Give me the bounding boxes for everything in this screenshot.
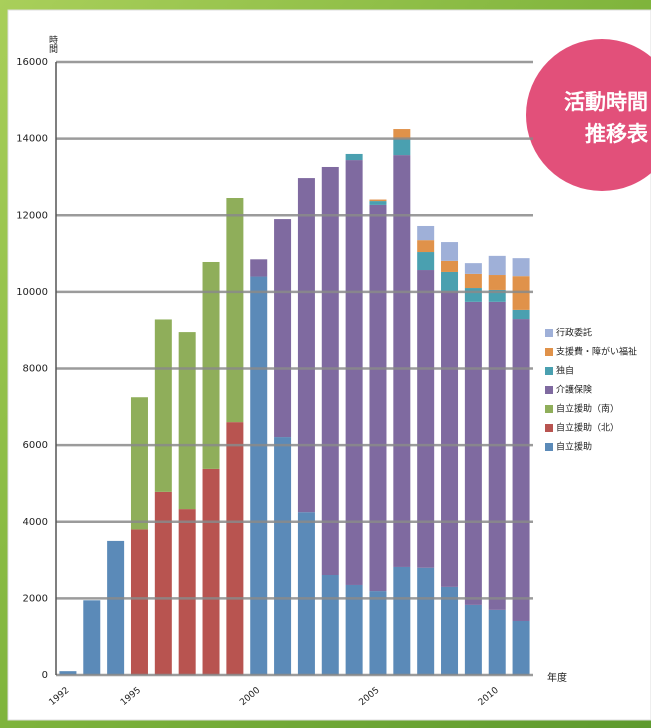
legend-swatch [545,367,553,375]
bar-segment [441,586,459,675]
bar-segment [274,219,292,438]
bar-segment [345,584,363,675]
bar-segment [512,258,530,277]
bar-segment [345,153,363,161]
bar-segment [417,240,435,253]
bar-segment [417,225,435,241]
bar-segment [59,671,77,675]
bar-segment [488,301,506,610]
bar-segment [488,609,506,675]
bar-segment [202,261,220,469]
legend-label: 自立援助（南） [556,403,619,415]
bar-segment [345,160,363,585]
bar-segment [130,529,148,675]
y-tick-label: 4000 [23,517,48,528]
bar-segment [369,201,387,205]
legend-label: 独自 [556,365,574,377]
bar-segment [369,199,387,202]
bar-segment [250,259,268,277]
y-tick-label: 6000 [23,440,48,451]
legend-swatch [545,348,553,356]
bar-segment [441,291,459,587]
bar-segment [417,270,435,568]
bar-segment [297,178,315,513]
legend-swatch [545,424,553,432]
bar-segment [321,166,339,576]
bar-segment [154,319,172,492]
y-tick-label: 0 [42,670,48,681]
bar-segment [393,566,411,675]
bar-segment [441,260,459,272]
x-axis-label: 年度 [547,671,567,684]
chart-title: 活動時間 [564,90,648,114]
bar-segment [417,567,435,675]
bar-segment [202,468,220,675]
y-tick-label: 2000 [23,593,48,604]
bar-segment [130,397,148,530]
bar-segment [512,309,530,320]
legend-swatch [545,405,553,413]
bar-segment [321,575,339,675]
legend-label: 介護保険 [556,384,592,396]
bar-segment [107,540,125,675]
bar-segment [393,155,411,567]
legend-label: 自立援助（北） [556,422,619,434]
bar-segment [369,204,387,592]
bar-segment [512,620,530,675]
bar-segment [393,139,411,156]
bar-segment [512,319,530,621]
bar-segment [464,263,482,274]
title-badge [526,39,651,191]
bar-segment [417,252,435,271]
chart-title: 推移表 [585,122,649,146]
bar-segment [154,491,172,675]
bar-segment [178,332,196,510]
bar-segment [83,600,101,675]
bar-segment [274,437,292,675]
y-tick-label: 8000 [23,364,48,375]
bar-segment [464,273,482,289]
bar-segment [250,276,268,675]
bar-segment [488,275,506,290]
bar-segment [226,198,244,423]
legend-label: 支援費・障がい福祉 [556,346,637,358]
bar-segment [464,288,482,302]
y-tick-label: 10000 [16,287,48,298]
bar-segment [297,512,315,675]
bar-segment [441,242,459,261]
legend-swatch [545,443,553,451]
legend-label: 自立援助 [556,441,592,453]
y-axis-label: 時間 [47,35,58,54]
bar-segment [488,255,506,276]
legend-swatch [545,386,553,394]
legend-swatch [545,329,553,337]
bar-segment [441,271,459,292]
bar-segment [226,422,244,675]
y-tick-label: 14000 [16,134,48,145]
legend-label: 行政委託 [556,327,592,339]
bar-segment [369,591,387,675]
bar-segment [464,604,482,675]
bar-segment [393,129,411,140]
bar-segment [178,509,196,675]
y-tick-label: 16000 [16,57,48,68]
bar-segment [488,289,506,302]
y-tick-label: 12000 [16,210,48,221]
bar-segment [464,301,482,605]
